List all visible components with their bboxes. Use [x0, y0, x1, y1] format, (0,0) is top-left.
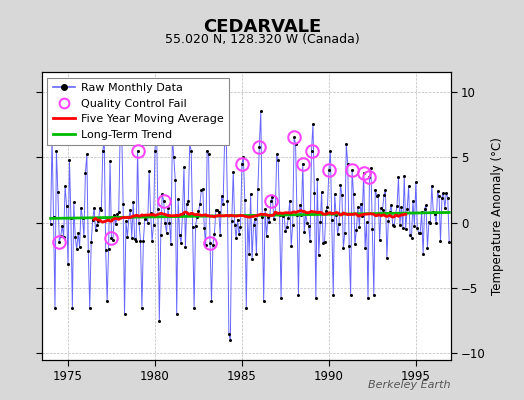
Text: Berkeley Earth: Berkeley Earth: [368, 380, 451, 390]
Y-axis label: Temperature Anomaly (°C): Temperature Anomaly (°C): [492, 137, 505, 295]
Text: CEDARVALE: CEDARVALE: [203, 18, 321, 36]
Legend: Raw Monthly Data, Quality Control Fail, Five Year Moving Average, Long-Term Tren: Raw Monthly Data, Quality Control Fail, …: [48, 78, 229, 145]
Text: 55.020 N, 128.320 W (Canada): 55.020 N, 128.320 W (Canada): [165, 33, 359, 46]
